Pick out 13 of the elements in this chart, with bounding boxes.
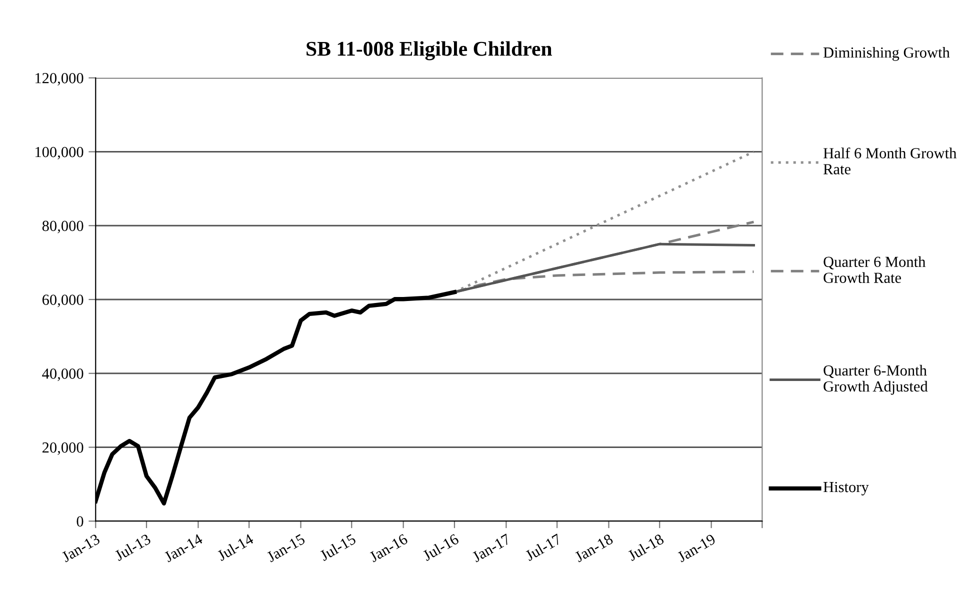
y-tick-label: 100,000 xyxy=(36,146,84,160)
y-tick-label: 0 xyxy=(76,516,84,527)
y-tick-label: 120,000 xyxy=(36,73,84,86)
y-tick-label: 20,000 xyxy=(42,442,84,455)
chart-title: SB 11-008 Eligible Children xyxy=(306,41,552,60)
legend-label: Quarter 6 Month Growth Rate xyxy=(824,256,926,283)
legend-label: Quarter 6-Month Growth Adjusted xyxy=(824,364,928,395)
y-tick-label: 40,000 xyxy=(42,368,84,382)
y-tick-label: 60,000 xyxy=(42,294,84,308)
legend-label: Diminishing Growth xyxy=(823,46,950,61)
y-tick-label: 80,000 xyxy=(42,220,84,234)
legend-label: Half 6 Month Growth Rate xyxy=(823,147,956,174)
legend-label: History xyxy=(823,482,869,496)
